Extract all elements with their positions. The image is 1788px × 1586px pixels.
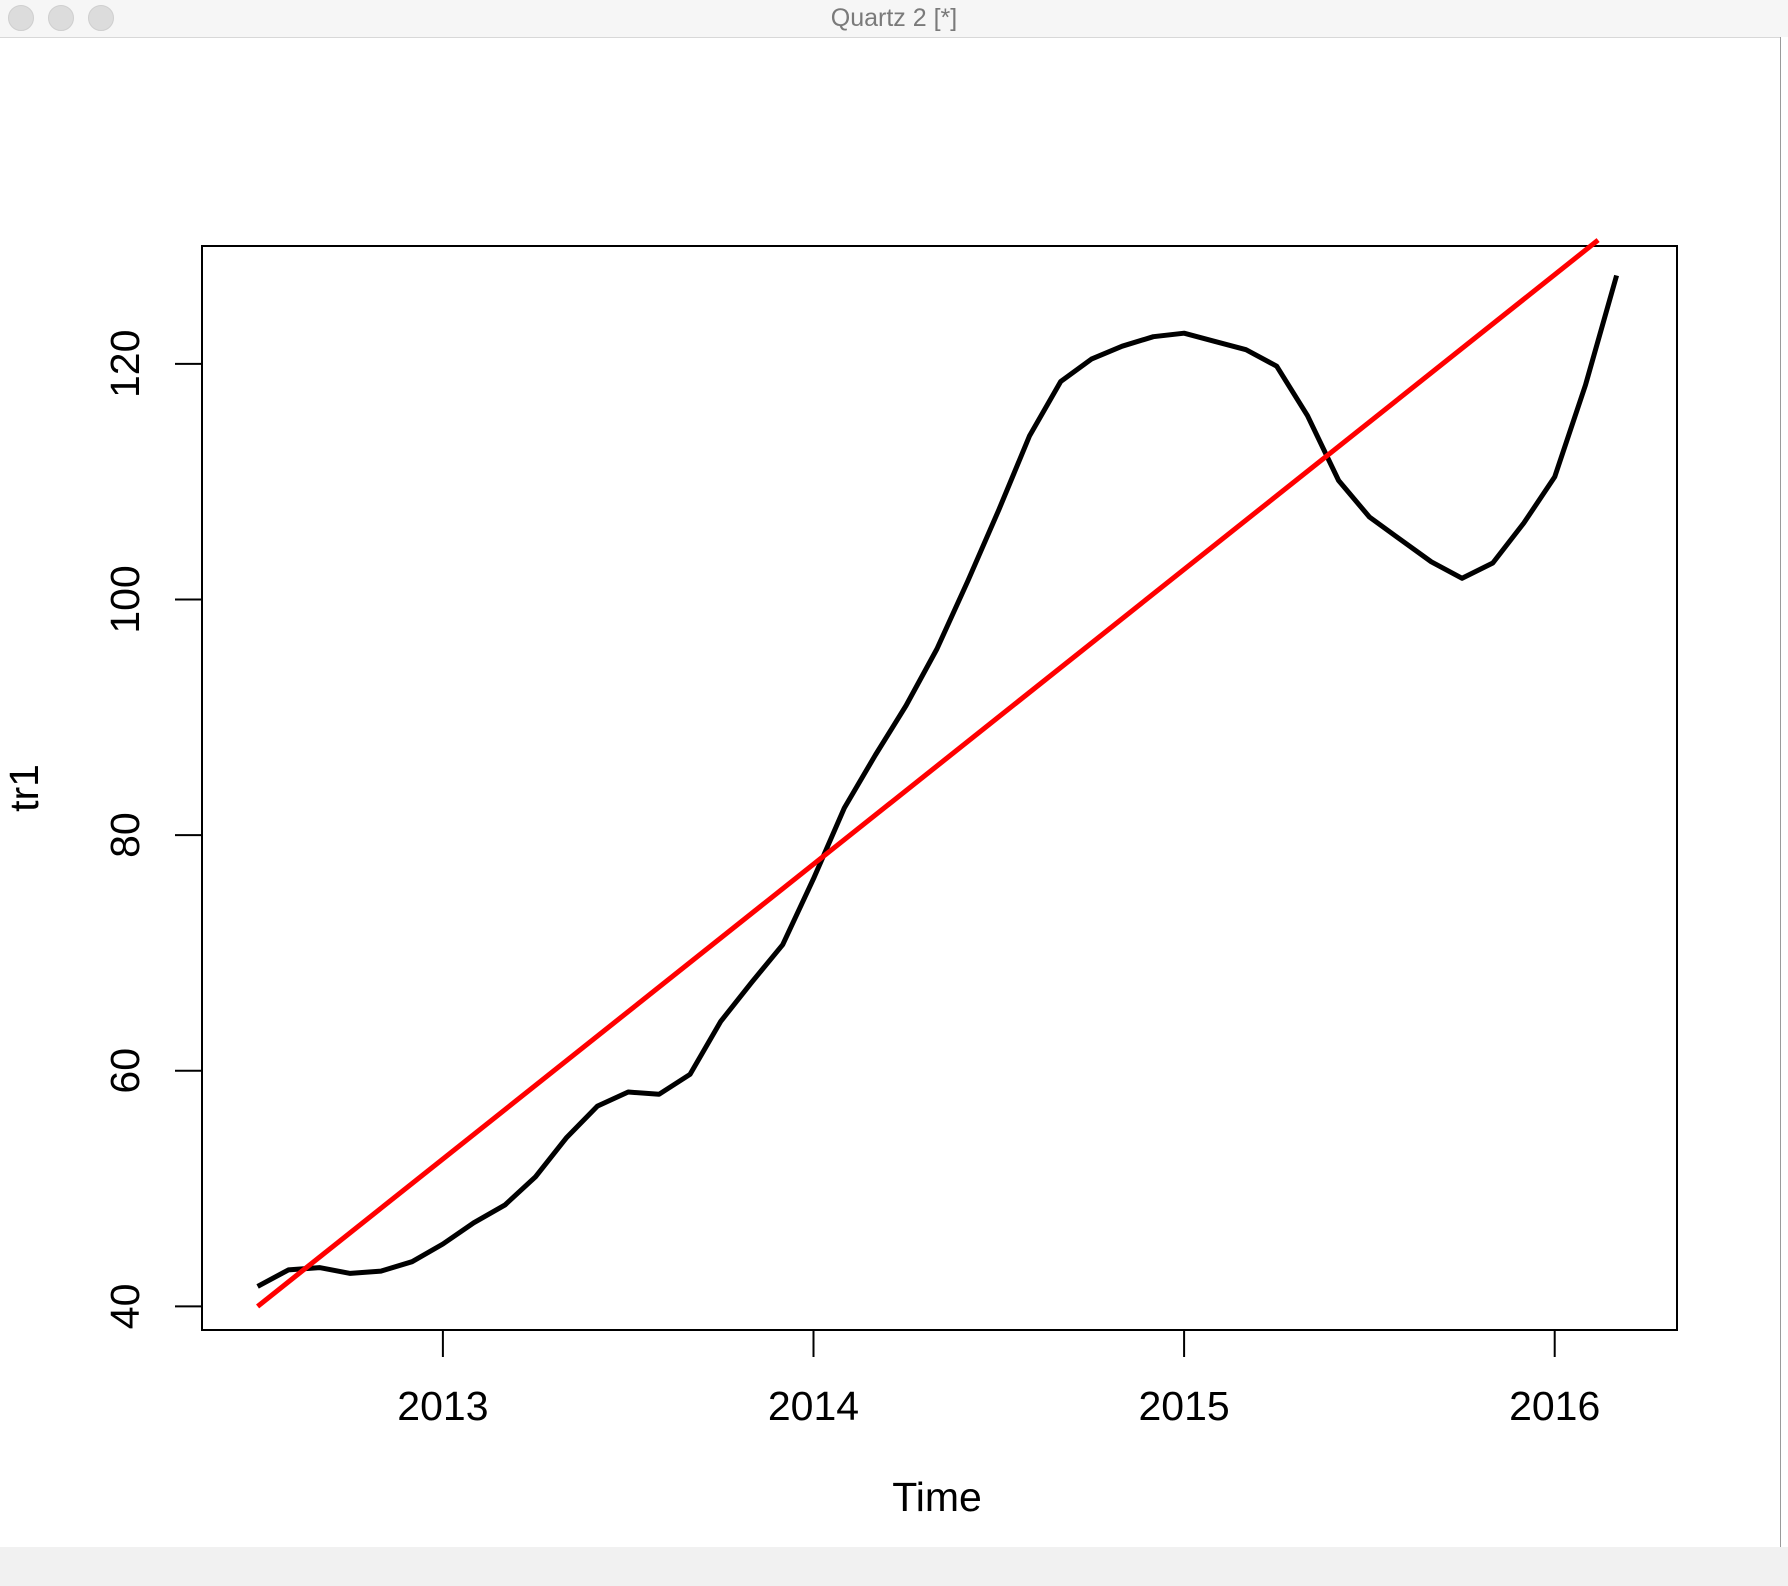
series-line-trend xyxy=(256,238,1600,1309)
plot-box xyxy=(201,245,1678,1331)
window-bottom-strip xyxy=(0,1547,1788,1586)
y-axis-title: tr1 xyxy=(1,764,47,812)
y-axis: 40 60 80 100 120 xyxy=(102,330,203,1330)
window-titlebar: Quartz 2 [*] xyxy=(0,0,1788,38)
y-tick-label: 40 xyxy=(102,1284,148,1330)
series-line-tr1 xyxy=(256,274,1620,1289)
x-tick-label: 2013 xyxy=(397,1383,488,1429)
x-tick-label: 2016 xyxy=(1509,1383,1600,1429)
close-window-button[interactable] xyxy=(8,5,34,31)
y-tick-label: 120 xyxy=(102,330,148,398)
minimize-window-button[interactable] xyxy=(48,5,74,31)
x-axis-title: Time xyxy=(892,1474,982,1520)
x-axis: 2013 2014 2015 2016 xyxy=(397,1329,1600,1429)
y-tick-label: 100 xyxy=(102,565,148,633)
x-tick-label: 2014 xyxy=(768,1383,859,1429)
adjacent-window-edge xyxy=(1780,37,1788,1547)
x-tick-label: 2015 xyxy=(1138,1383,1229,1429)
y-tick-label: 80 xyxy=(102,812,148,858)
time-series-chart: 2013 2014 2015 2016 40 60 80 100 120 Time tr1 xyxy=(1,238,1678,1520)
window-title: Quartz 2 [*] xyxy=(830,4,958,32)
zoom-window-button[interactable] xyxy=(88,5,114,31)
series-layer xyxy=(256,238,1620,1309)
y-tick-label: 60 xyxy=(102,1048,148,1094)
